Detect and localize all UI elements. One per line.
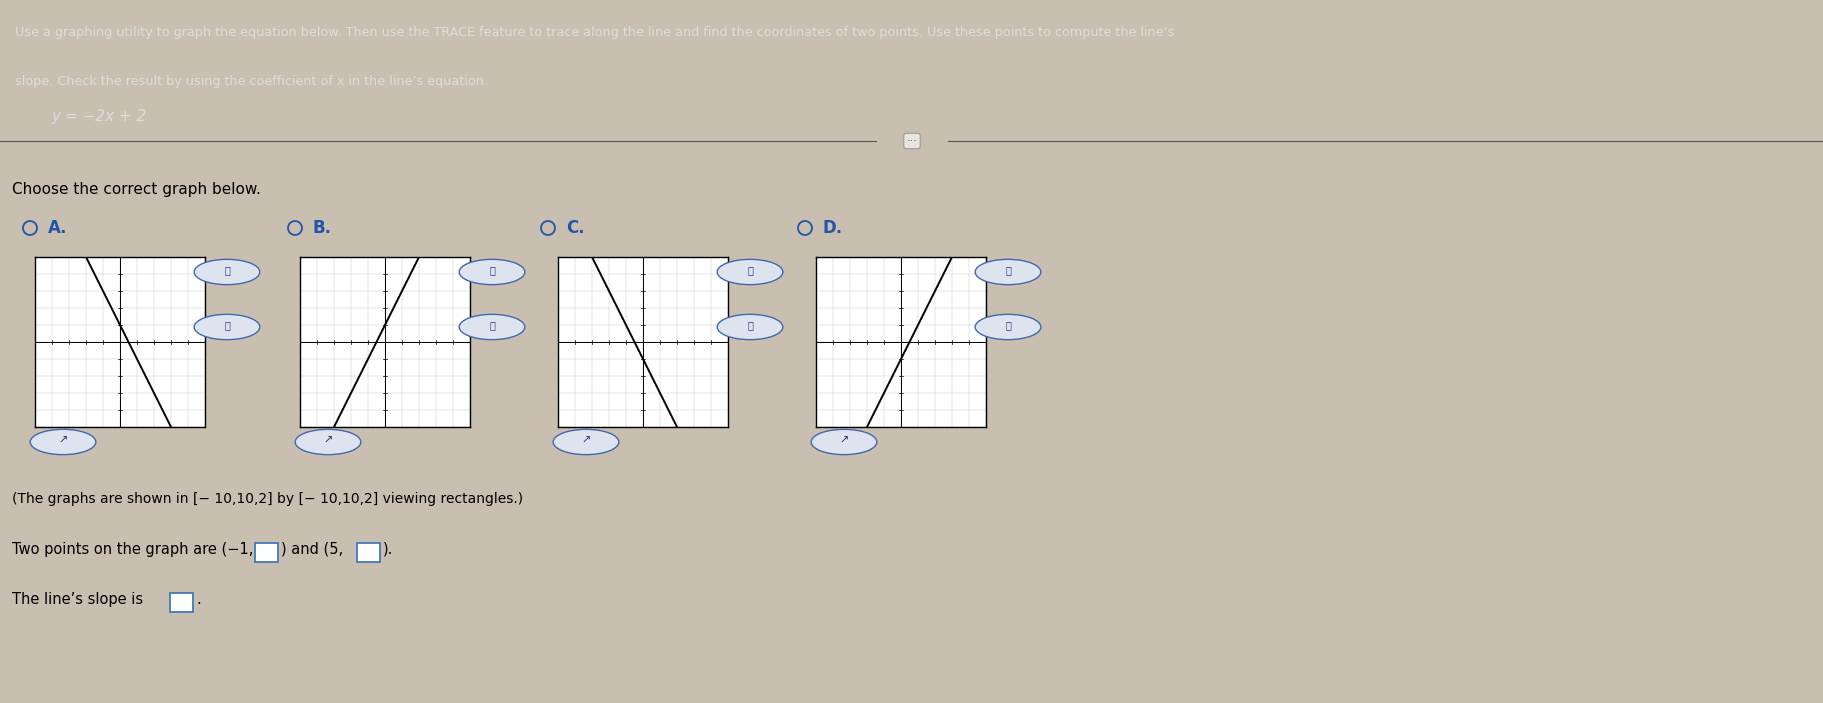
Text: D.: D. <box>822 219 842 237</box>
Text: ···: ··· <box>906 136 917 146</box>
Text: 🔍: 🔍 <box>224 320 230 330</box>
Text: ).: ). <box>383 542 394 557</box>
FancyBboxPatch shape <box>170 593 193 612</box>
Text: 🔍: 🔍 <box>489 320 494 330</box>
Text: ↗: ↗ <box>582 436 591 446</box>
Text: (The graphs are shown in [− 10,10,2] by [− 10,10,2] viewing rectangles.): (The graphs are shown in [− 10,10,2] by … <box>13 492 523 506</box>
Text: Two points on the graph are (−1,: Two points on the graph are (−1, <box>13 542 255 557</box>
Text: ↗: ↗ <box>323 436 332 446</box>
Text: y = −2x + 2: y = −2x + 2 <box>51 108 146 124</box>
FancyBboxPatch shape <box>355 543 379 562</box>
Text: 🔍: 🔍 <box>489 265 494 275</box>
Text: A.: A. <box>47 219 67 237</box>
Text: The line’s slope is: The line’s slope is <box>13 592 146 607</box>
Text: 🔍: 🔍 <box>1004 265 1010 275</box>
Text: B.: B. <box>314 219 332 237</box>
Text: 🔍: 🔍 <box>1004 320 1010 330</box>
FancyBboxPatch shape <box>255 543 277 562</box>
Text: 🔍: 🔍 <box>747 320 753 330</box>
Text: C.: C. <box>565 219 585 237</box>
Text: 🔍: 🔍 <box>224 265 230 275</box>
Text: ↗: ↗ <box>839 436 848 446</box>
Text: ↗: ↗ <box>58 436 67 446</box>
Text: .: . <box>195 592 201 607</box>
Text: Choose the correct graph below.: Choose the correct graph below. <box>13 182 261 197</box>
Text: 🔍: 🔍 <box>747 265 753 275</box>
Text: Use a graphing utility to graph the equation below. Then use the TRACE feature t: Use a graphing utility to graph the equa… <box>15 26 1174 39</box>
Text: slope. Check the result by using the coefficient of x in the line’s equation.: slope. Check the result by using the coe… <box>15 75 487 89</box>
Text: ) and (5,: ) and (5, <box>281 542 346 557</box>
